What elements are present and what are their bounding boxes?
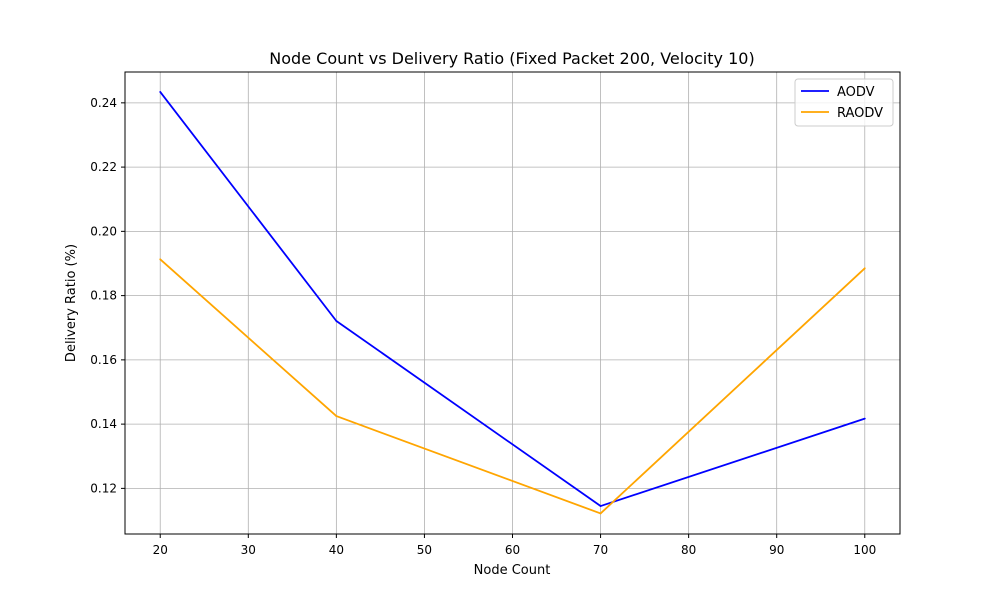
- x-axis-ticks: 20 30 40 50 60 70 80 90 100: [153, 534, 876, 557]
- data-point-aodv: [159, 91, 162, 93]
- data-point-raodv: [863, 267, 866, 270]
- y-tick-label: 0.14: [90, 417, 117, 431]
- legend: AODV RAODV: [794, 78, 894, 127]
- grid-lines: [125, 72, 900, 534]
- x-tick-label: 50: [417, 543, 432, 557]
- x-tick-label: 90: [769, 543, 784, 557]
- series-line-raodv: [159, 258, 866, 515]
- y-axis-label: Delivery Ratio (%): [64, 244, 79, 362]
- y-tick-label: 0.24: [90, 96, 117, 110]
- data-point-aodv: [599, 505, 602, 507]
- x-tick-label: 70: [593, 543, 608, 557]
- y-tick-label: 0.12: [90, 481, 117, 495]
- x-tick-label: 80: [681, 543, 696, 557]
- y-tick-label: 0.20: [90, 224, 117, 238]
- chart-title: Node Count vs Delivery Ratio (Fixed Pack…: [269, 49, 754, 68]
- series-lines: [159, 91, 866, 515]
- x-tick-label: 30: [241, 543, 256, 557]
- x-tick-label: 100: [853, 543, 876, 557]
- x-tick-label: 20: [153, 543, 168, 557]
- y-tick-label: 0.22: [90, 160, 117, 174]
- legend-label-aodv: AODV: [837, 85, 875, 100]
- legend-label-raodv: RAODV: [837, 106, 883, 121]
- data-point-raodv: [159, 258, 162, 261]
- series-line-aodv: [159, 91, 866, 507]
- y-tick-label: 0.18: [90, 289, 117, 303]
- data-point-raodv: [335, 415, 338, 417]
- y-tick-label: 0.16: [90, 353, 117, 367]
- data-point-aodv: [335, 320, 338, 322]
- data-point-raodv: [599, 512, 602, 515]
- x-axis-label: Node Count: [474, 563, 551, 578]
- y-axis-ticks: 0.12 0.14 0.16 0.18 0.20 0.22 0.24: [90, 96, 125, 495]
- x-tick-label: 60: [505, 543, 520, 557]
- data-point-aodv: [863, 417, 866, 420]
- x-tick-label: 40: [329, 543, 344, 557]
